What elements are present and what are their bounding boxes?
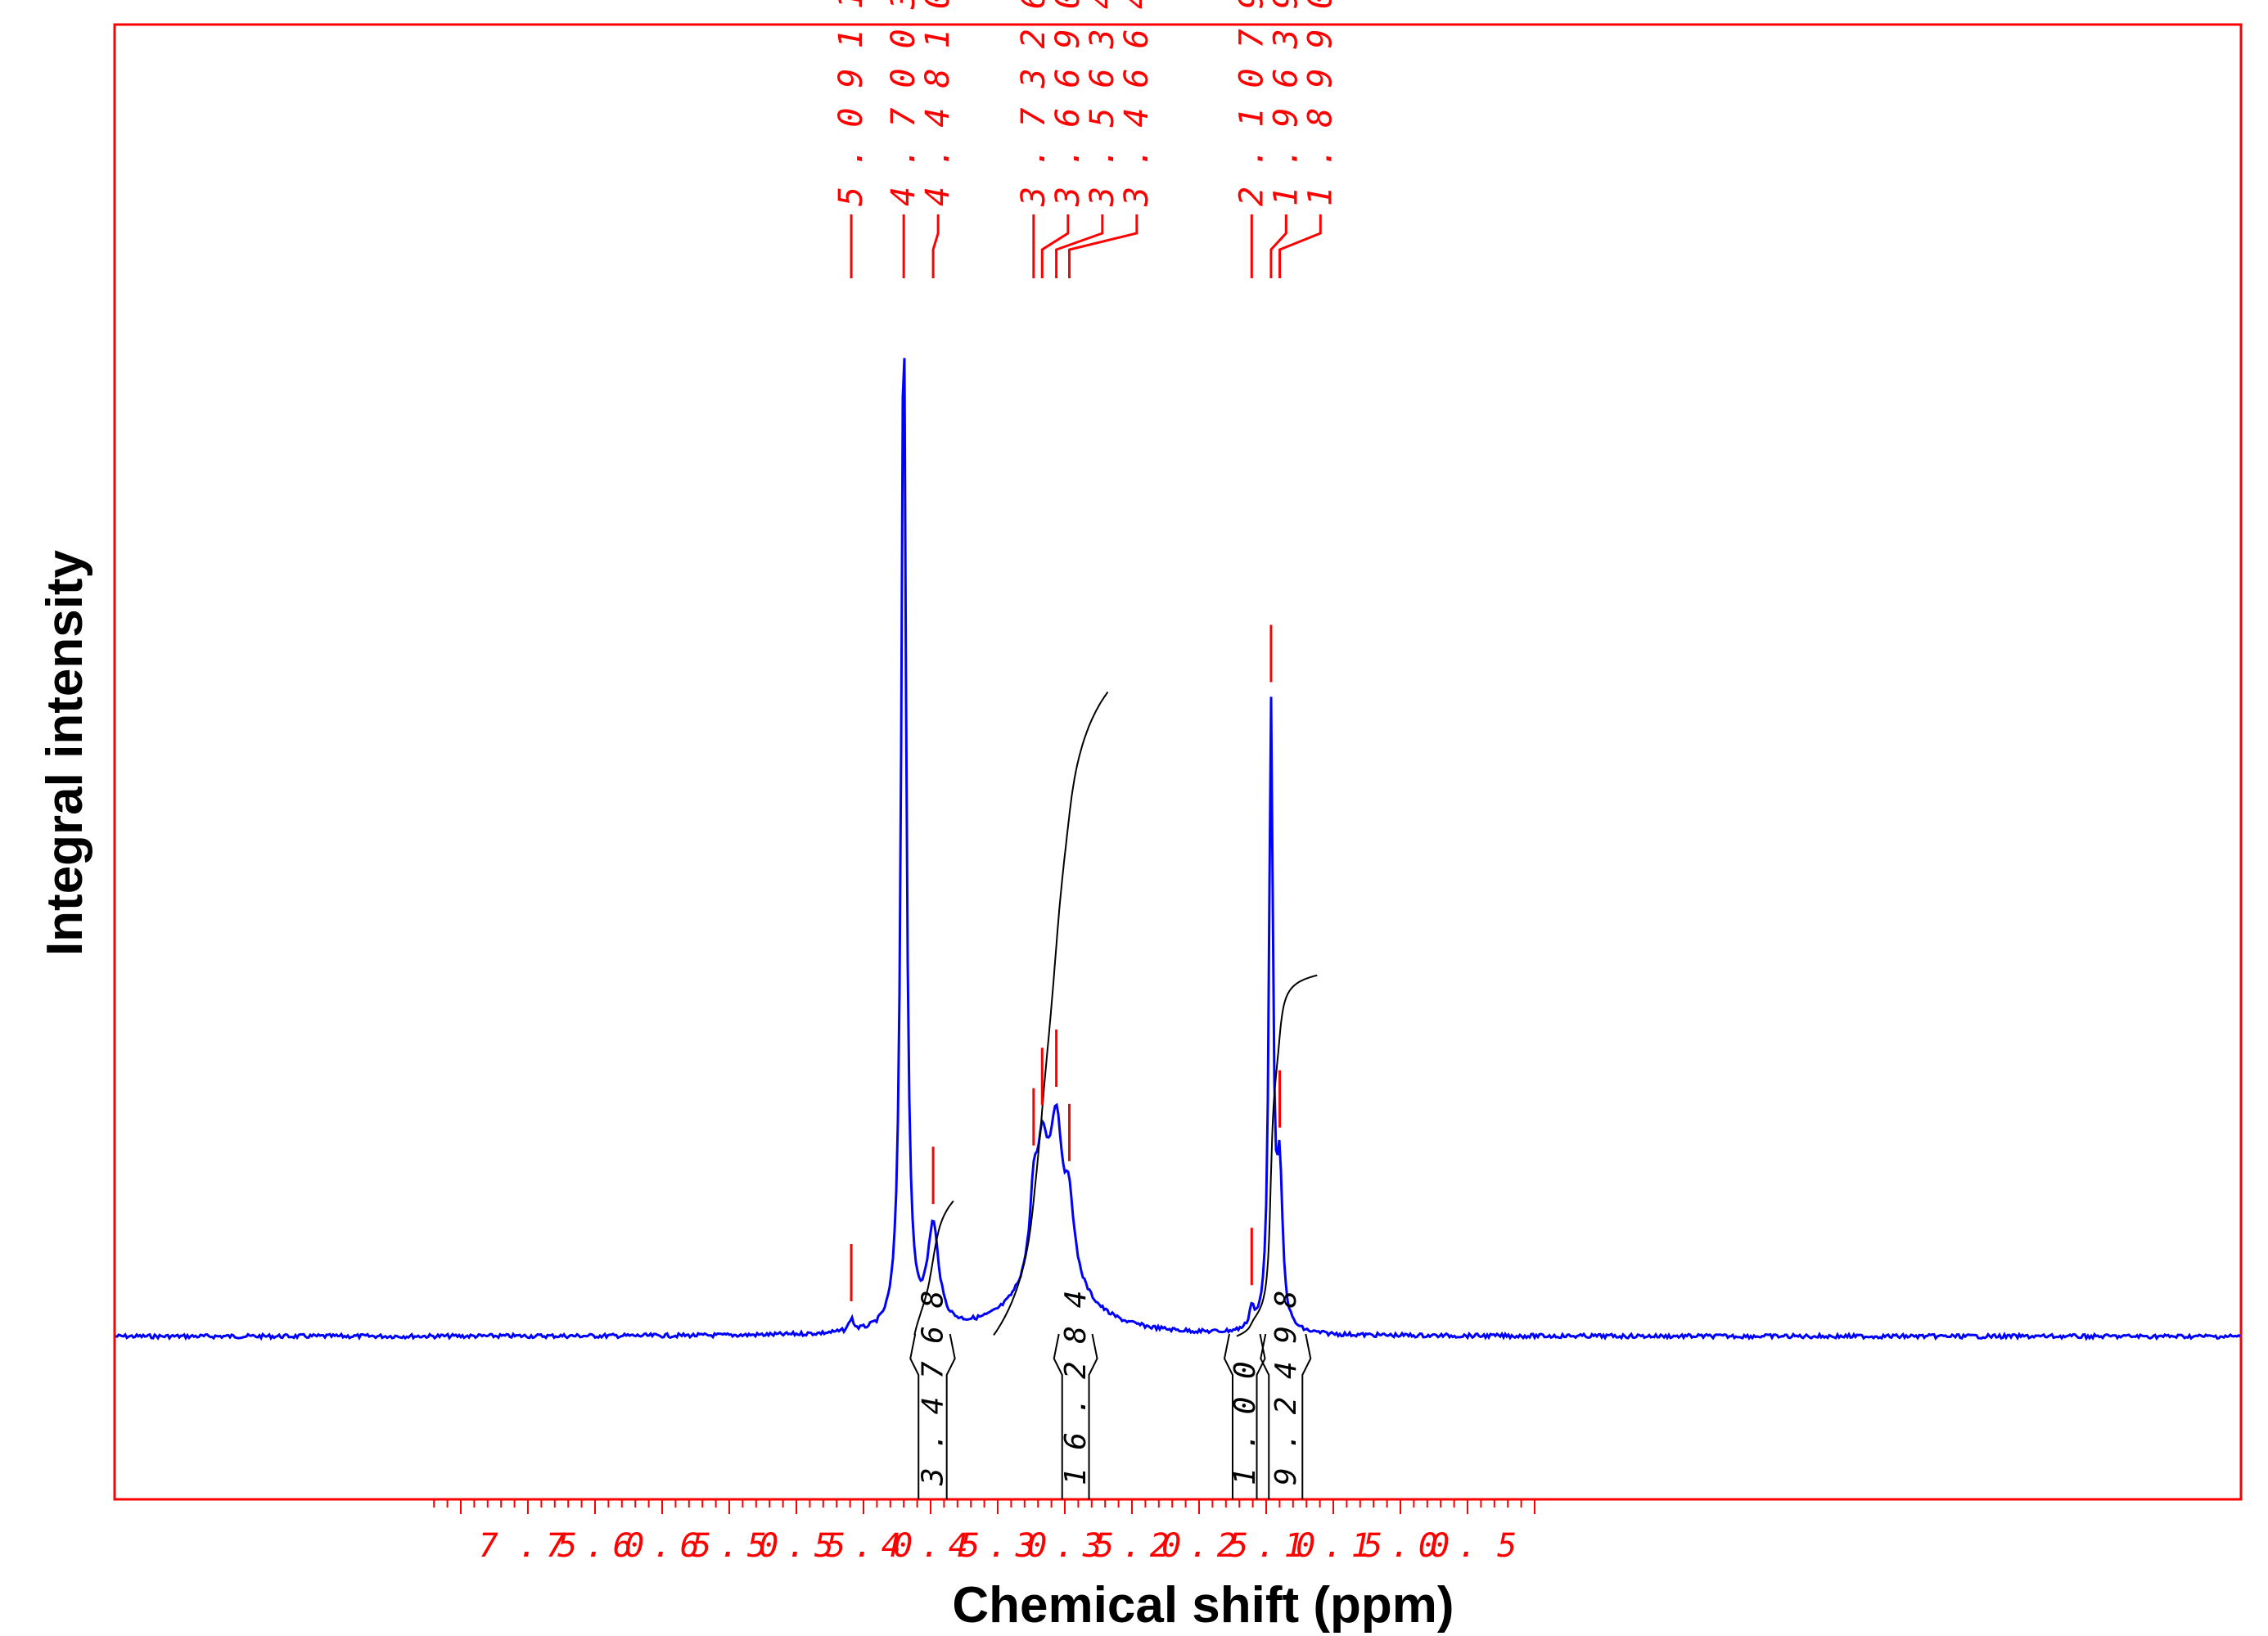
x-tick-label: 7 . 5	[479, 1527, 577, 1565]
peak-label-text: 2 . 1 0 7 9	[1233, 0, 1270, 206]
x-tick-label: 6 . 0	[680, 1527, 778, 1565]
integral-curve	[913, 1200, 954, 1336]
peak-label-text: 4 . 7 0 0 3	[885, 0, 922, 206]
integral-value-label: 1 6 . 2 8 4	[1059, 1291, 1093, 1485]
peak-label-leader	[1269, 214, 1287, 278]
x-tick-label: 6 . 5	[613, 1527, 711, 1565]
x-tick-label: 5 . 0	[814, 1527, 913, 1565]
x-tick-label: 3 . 0	[1082, 1527, 1181, 1565]
integral-bracket	[1053, 1333, 1098, 1499]
integral-value-label: 1 . 0 0	[1229, 1361, 1262, 1485]
integral-value-label: 3 . 4 7 6 8	[916, 1291, 949, 1486]
x-tick-label: 3 . 5	[1015, 1527, 1114, 1565]
peak-label-text: 3 . 4 6 6 4	[1118, 0, 1156, 207]
spectrum-line	[115, 358, 2241, 1341]
peak-label-text: 3 . 5 6 3 4	[1084, 0, 1121, 207]
integral-curves	[913, 692, 1318, 1337]
y-axis-title: Integral intensity	[37, 549, 93, 956]
peak-label-leader	[931, 214, 940, 278]
peak-markers	[850, 624, 1282, 1301]
x-tick-label: 1 . 0	[1351, 1527, 1450, 1565]
integral-curve	[993, 692, 1109, 1336]
integral-value-label: 9 . 2 4 9 8	[1269, 1291, 1303, 1485]
x-tick-label: 2 . 0	[1217, 1527, 1315, 1565]
peak-labels: 5 . 0 9 1 1 4 . 7 0 0 34 . 4 8 1 0 3 . 7 3…	[832, 0, 1339, 278]
x-axis-ticks	[433, 1499, 1535, 1514]
x-tick-label: 2 . 5	[1150, 1527, 1248, 1565]
peak-label-text: 4 . 4 8 1 0	[919, 0, 957, 206]
peak-label-text: 1 . 9 6 3 9	[1267, 0, 1305, 206]
x-tick-label: 4 . 0	[949, 1527, 1047, 1565]
x-tick-label: 1 . 5	[1284, 1527, 1382, 1565]
integral-bracket	[909, 1333, 956, 1499]
peak-label-text: 1 . 8 9 9 0	[1301, 0, 1339, 206]
peak-label-leader	[1040, 214, 1070, 278]
peak-label-leader	[1068, 214, 1139, 278]
plot-frame	[113, 23, 2243, 1501]
peak-label-text: 3 . 7 3 2 6	[1015, 0, 1053, 207]
x-axis-tick-labels: 7 . 57 . 06 . 56 . 05 . 55 . 04 . 54 . 0…	[479, 1527, 1517, 1565]
peak-label-text: 3 . 6 6 9 0	[1049, 0, 1087, 207]
x-tick-label: 5 . 5	[747, 1527, 845, 1565]
peak-label-leader	[1278, 214, 1322, 278]
x-tick-label: 4 . 5	[881, 1527, 980, 1565]
spectrum-series	[115, 358, 2241, 1341]
peak-label-text: 5 . 0 9 1 1	[832, 0, 870, 206]
x-axis-title: Chemical shift (ppm)	[952, 1577, 1454, 1634]
x-tick-label: 0 . 5	[1418, 1527, 1517, 1565]
x-tick-label: 7 . 0	[546, 1527, 644, 1565]
peak-label-leader	[1055, 214, 1104, 278]
integral-curve	[1236, 974, 1318, 1337]
integral-bracket	[1260, 1333, 1312, 1499]
